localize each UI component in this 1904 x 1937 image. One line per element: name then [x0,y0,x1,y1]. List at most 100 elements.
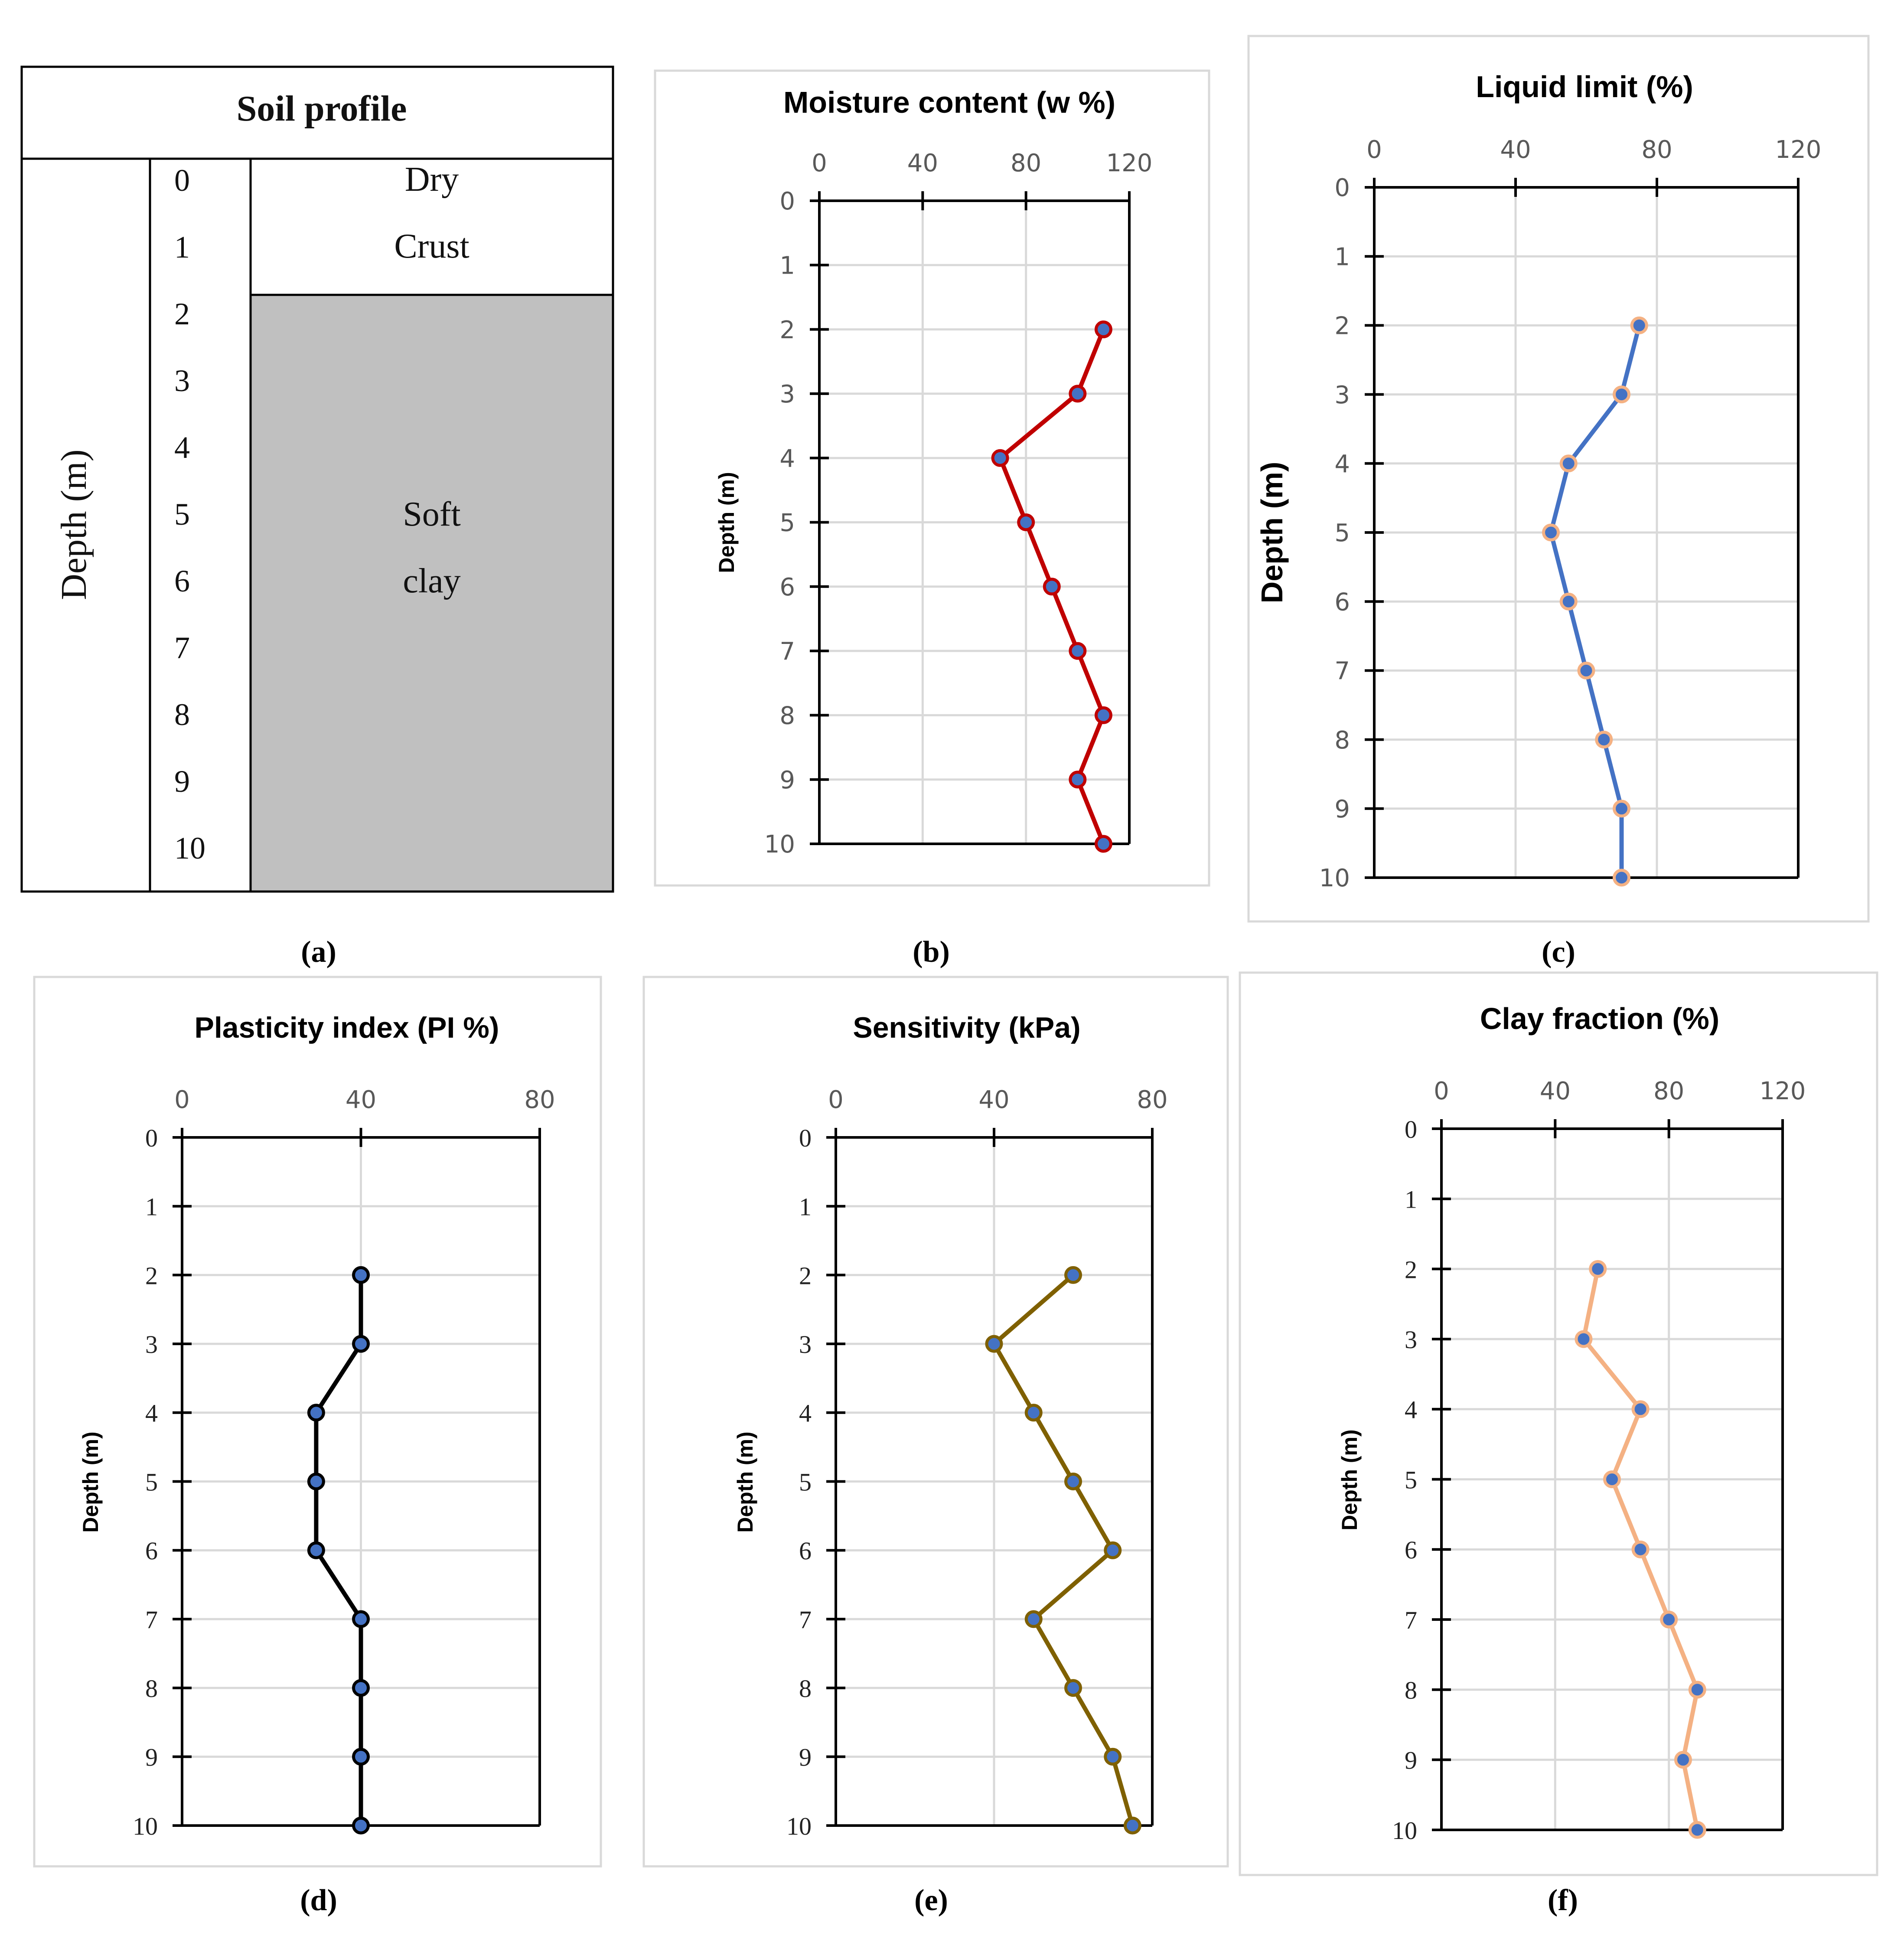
data-point [1069,642,1087,660]
y-tick-label: 2 [1334,312,1350,340]
y-tick-label: 3 [779,380,795,408]
data-point [352,1610,370,1628]
data-point [1024,1404,1043,1422]
profile-depth-10: 10 [174,831,205,866]
data-point [1631,1400,1650,1418]
data-point [1094,835,1112,853]
y-tick-label: 3 [799,1330,812,1359]
chart-frame [1239,971,1878,1876]
dry-crust-label-line1: Dry [405,160,459,199]
profile-depth-7: 7 [174,630,190,665]
y-tick-label: 8 [145,1674,158,1702]
chart-c: 0 40 80 120 0 1 2 3 4 5 6 7 8 9 10 Liquid limit (%) Dept… [1247,35,1870,969]
profile-depth-2: 2 [174,297,190,331]
caption-e: (e) [914,1884,948,1917]
y-tick-label: 3 [1334,381,1350,409]
y-tick-label: 9 [799,1743,812,1771]
y-tick-label: 0 [1334,174,1350,202]
data-point [1104,1748,1122,1766]
data-point [307,1473,325,1490]
y-tick-label: 0 [779,187,795,216]
data-point [1094,706,1112,724]
caption-b: (b) [913,935,950,969]
data-point [352,1816,370,1835]
data-point [985,1335,1003,1353]
data-point [352,1266,370,1284]
chart-title: Moisture content (w %) [783,85,1115,119]
y-tick-label: 4 [1405,1396,1417,1424]
x-tick-label: 40 [978,1086,1009,1114]
x-tick-label: 0 [174,1086,190,1114]
y-tick-label: 7 [779,637,795,666]
y-tick-label: 0 [1405,1115,1417,1143]
data-point [352,1748,370,1766]
data-point [307,1404,325,1422]
y-tick-label: 5 [799,1468,812,1496]
chart-title: Sensitivity (kPa) [853,1011,1080,1044]
y-tick-label: 9 [1334,795,1350,823]
y-tick-label: 8 [1334,726,1350,755]
x-tick-label: 0 [1366,136,1382,164]
caption-d: (d) [300,1884,337,1917]
profile-depth-1: 1 [174,230,190,265]
y-tick-label: 0 [799,1124,812,1152]
data-point [307,1541,325,1559]
y-tick-label: 6 [145,1537,158,1565]
y-axis-label: Depth (m) [1255,462,1289,604]
data-point [1631,1540,1650,1558]
y-axis-label: Depth (m) [1337,1429,1362,1530]
data-point [1688,1821,1706,1839]
data-point [1613,385,1630,404]
dry-crust-label-line2: Crust [394,227,469,265]
depth-axis-label: Depth (m) [54,449,94,600]
y-tick-label: 4 [779,444,795,473]
x-tick-label: 40 [1500,136,1531,164]
data-point [1123,1816,1141,1835]
y-tick-label: 3 [1405,1326,1417,1354]
data-point [1024,1610,1043,1628]
y-tick-label: 6 [799,1537,812,1565]
x-tick-label: 80 [524,1086,555,1114]
data-point [1613,800,1630,818]
x-tick-label: 0 [1434,1077,1449,1105]
x-tick-label: 0 [828,1086,844,1114]
y-tick-label: 7 [799,1606,812,1634]
chart-e: 0 40 80 0 1 2 3 4 5 6 7 8 9 10 Sensitivity (kPa) Depth … [642,976,1229,1917]
data-point [1043,578,1061,596]
profile-depth-5: 5 [174,497,190,532]
y-tick-label: 8 [1405,1676,1417,1704]
soft-clay-label-line1: Soft [403,495,460,533]
y-tick-label: 10 [1392,1816,1417,1845]
y-axis-label: Depth (m) [733,1431,757,1532]
y-tick-label: 8 [779,702,795,730]
x-tick-label: 80 [1011,149,1041,177]
y-tick-label: 7 [1334,657,1350,686]
chart-frame [1247,35,1870,923]
chart-frame [654,69,1210,887]
data-point [1104,1541,1122,1559]
y-tick-label: 10 [786,1812,812,1840]
y-tick-label: 6 [1334,588,1350,616]
data-point [1064,1266,1082,1284]
data-point [352,1679,370,1697]
caption-f: (f) [1548,1884,1578,1917]
x-tick-label: 120 [1775,136,1822,164]
profile-depth-3: 3 [174,363,190,398]
soft-clay-label-line2: clay [403,562,460,600]
y-tick-label: 4 [799,1399,812,1427]
caption-c: (c) [1542,935,1575,969]
y-tick-label: 4 [1334,450,1350,478]
y-tick-label: 1 [1334,243,1350,271]
y-tick-label: 10 [133,1812,158,1840]
y-tick-label: 1 [779,252,795,280]
data-point [1660,1610,1678,1629]
y-tick-label: 0 [145,1124,158,1152]
x-tick-label: 80 [1641,136,1672,164]
y-tick-label: 2 [145,1261,158,1290]
data-point [1589,1260,1607,1278]
y-tick-label: 1 [145,1193,158,1221]
y-tick-label: 6 [779,573,795,601]
